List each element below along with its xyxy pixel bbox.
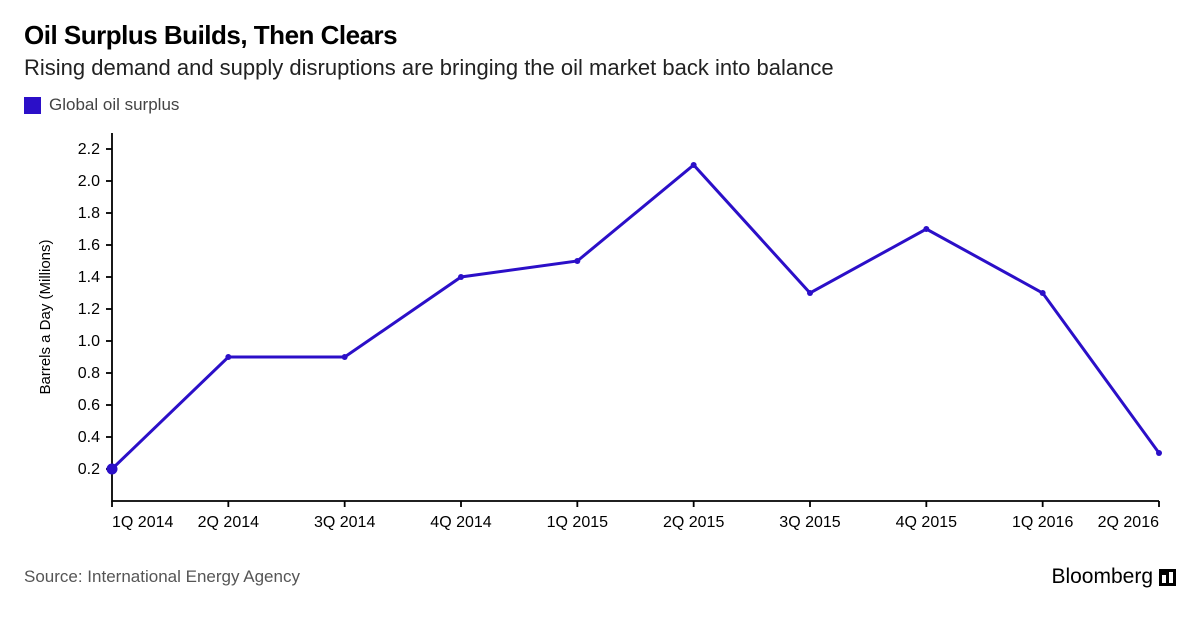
- chart-title: Oil Surplus Builds, Then Clears: [24, 20, 1176, 51]
- brand-text: Bloomberg: [1051, 565, 1153, 589]
- data-marker: [458, 274, 464, 280]
- y-tick-label: 1.8: [78, 205, 100, 222]
- y-tick-label: 1.6: [78, 237, 100, 254]
- chart-footer: Source: International Energy Agency Bloo…: [24, 565, 1176, 589]
- y-tick-label: 0.6: [78, 397, 100, 414]
- x-tick-label: 2Q 2014: [198, 514, 259, 531]
- data-marker: [342, 354, 348, 360]
- chart-svg: 0.2 0.4 0.6 0.8 1.0 1.2 1.4 1.6 1.8 2.0 2.2 Barrels…: [24, 123, 1174, 553]
- data-marker: [1156, 450, 1162, 456]
- x-tick-label: 2Q 2016: [1098, 514, 1159, 531]
- x-tick-label: 1Q 2014: [112, 514, 173, 531]
- chart-subtitle: Rising demand and supply disruptions are…: [24, 55, 1176, 81]
- x-tick-label: 3Q 2015: [779, 514, 840, 531]
- y-tick-label: 2.2: [78, 141, 100, 158]
- brand-logo: Bloomberg: [1051, 565, 1176, 589]
- x-tick-label: 4Q 2015: [896, 514, 957, 531]
- x-tick-label: 4Q 2014: [430, 514, 491, 531]
- legend-swatch: [24, 97, 41, 114]
- legend-label: Global oil surplus: [49, 95, 179, 115]
- y-tick-label: 2.0: [78, 173, 100, 190]
- data-marker: [807, 290, 813, 296]
- data-marker: [107, 464, 118, 475]
- data-marker: [1040, 290, 1046, 296]
- x-tick-label: 1Q 2015: [547, 514, 608, 531]
- data-marker: [691, 162, 697, 168]
- data-marker: [923, 226, 929, 232]
- y-tick-label: 1.4: [78, 269, 100, 286]
- brand-icon: [1159, 569, 1176, 586]
- y-tick-label: 0.4: [78, 429, 100, 446]
- y-tick-label: 1.0: [78, 333, 100, 350]
- x-tick-label: 3Q 2014: [314, 514, 375, 531]
- data-marker: [225, 354, 231, 360]
- data-line: [112, 165, 1159, 469]
- x-tick-label: 2Q 2015: [663, 514, 724, 531]
- data-marker: [574, 258, 580, 264]
- source-text: Source: International Energy Agency: [24, 567, 300, 587]
- y-axis-label: Barrels a Day (Millions): [37, 239, 54, 394]
- legend: Global oil surplus: [24, 95, 1176, 115]
- y-tick-label: 1.2: [78, 301, 100, 318]
- y-tick-label: 0.2: [78, 461, 100, 478]
- chart-container: Oil Surplus Builds, Then Clears Rising d…: [0, 0, 1200, 634]
- chart-plot-area: 0.2 0.4 0.6 0.8 1.0 1.2 1.4 1.6 1.8 2.0 2.2 Barrels…: [24, 123, 1174, 553]
- x-tick-label: 1Q 2016: [1012, 514, 1073, 531]
- y-tick-label: 0.8: [78, 365, 100, 382]
